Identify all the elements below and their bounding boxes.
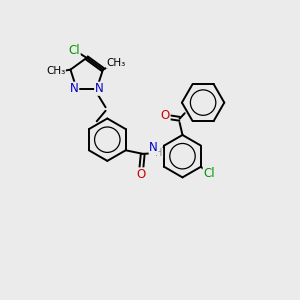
Text: CH₃: CH₃ bbox=[106, 58, 126, 68]
Text: CH₃: CH₃ bbox=[46, 66, 65, 76]
Text: O: O bbox=[161, 109, 170, 122]
Text: H: H bbox=[155, 148, 163, 158]
Text: N: N bbox=[149, 141, 158, 154]
Text: N: N bbox=[95, 82, 103, 95]
Text: Cl: Cl bbox=[203, 167, 215, 180]
Text: N: N bbox=[70, 82, 79, 95]
Text: O: O bbox=[136, 168, 146, 181]
Text: Cl: Cl bbox=[68, 44, 80, 57]
